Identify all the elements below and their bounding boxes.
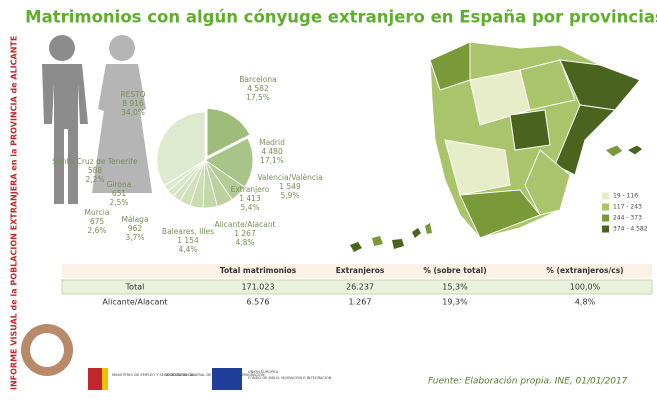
legend-label: 374 - 4.582 bbox=[613, 226, 648, 233]
table-cell: Alicante/Alacant bbox=[102, 298, 167, 307]
slice-label: Murcia bbox=[85, 208, 110, 217]
slice-label: Alicante/Alacant bbox=[214, 220, 275, 229]
slice-count: 8 916 bbox=[122, 99, 144, 108]
table-cell: 171.023 bbox=[241, 283, 274, 292]
slice-count: 1 413 bbox=[239, 194, 261, 203]
slice-label: Barcelona bbox=[239, 75, 276, 84]
slice-label: Extranjero bbox=[231, 185, 270, 194]
legend-swatch bbox=[602, 203, 609, 211]
column-header: Extranjeros bbox=[336, 266, 385, 275]
title: Matrimonios con algún cónyuge extranjero… bbox=[25, 8, 657, 27]
table-cell: 1.267 bbox=[349, 298, 372, 307]
slice-count: 1 549 bbox=[279, 182, 301, 191]
slice-label: Santa Cruz de Tenerife bbox=[53, 157, 138, 166]
slice-percent: 2,5% bbox=[109, 198, 128, 207]
slice-count: 651 bbox=[112, 189, 127, 198]
pie-slice bbox=[206, 108, 251, 158]
slice-percent: 17,5% bbox=[246, 93, 270, 102]
slice-count: 588 bbox=[88, 166, 103, 175]
slice-label: Baleares, Illes bbox=[162, 227, 214, 236]
slice-count: 4 582 bbox=[247, 84, 269, 93]
logo-text: UNIÓN EUROPEA bbox=[248, 369, 279, 374]
slice-count: 1 154 bbox=[177, 236, 199, 245]
legend-label: 117 - 243 bbox=[613, 204, 642, 211]
logo-text: MINISTERIO DE EMPLEO Y SEGURIDAD SOCIAL bbox=[112, 373, 195, 377]
slice-label: RESTO bbox=[120, 90, 145, 99]
slice-label: Girona bbox=[107, 180, 132, 189]
map-legend: 19 - 116 117 - 243 244 - 373 374 - 4.582 bbox=[602, 192, 648, 233]
map bbox=[429, 41, 644, 239]
legend-label: 19 - 116 bbox=[613, 193, 638, 200]
slice-label: Madrid bbox=[259, 138, 285, 147]
slice-percent: 3,7% bbox=[125, 233, 144, 242]
slice-percent: 5,4% bbox=[240, 203, 259, 212]
slice-label: Málaga bbox=[121, 215, 148, 224]
table-cell: 4,8% bbox=[575, 298, 596, 307]
slice-percent: 34,0% bbox=[121, 108, 145, 117]
pie-slice bbox=[156, 111, 206, 187]
legend-swatch bbox=[602, 192, 609, 200]
slice-count: 962 bbox=[128, 224, 143, 233]
slice-count: 675 bbox=[90, 217, 105, 226]
column-header: % (sobre total) bbox=[423, 266, 486, 275]
table-row-bg bbox=[61, 279, 653, 295]
source: Fuente: Elaboración propia. INE, 01/01/2… bbox=[428, 376, 628, 387]
sidebar-text: INFORME VISUAL de la POBLACION EXTRANJER… bbox=[10, 36, 19, 390]
logo-text: FONDO DE ASILO, MIGRACIÓN E INTEGRACIÓN bbox=[248, 375, 332, 380]
table-cell: 6.576 bbox=[247, 298, 270, 307]
legend-swatch bbox=[602, 214, 609, 222]
logos: MINISTERIO DE EMPLEO Y SEGURIDAD SOCIAL … bbox=[21, 324, 332, 390]
table-cell: 15,3% bbox=[442, 283, 468, 292]
legend-swatch bbox=[602, 225, 609, 233]
column-header: % (extranjeros/cs) bbox=[546, 266, 623, 275]
legend-label: 244 - 373 bbox=[613, 215, 642, 222]
slice-percent: 4,4% bbox=[178, 245, 197, 254]
slice-percent: 5,9% bbox=[280, 191, 299, 200]
slice-percent: 4,8% bbox=[235, 238, 254, 247]
canary-islands bbox=[350, 223, 432, 252]
table-header-bg bbox=[62, 264, 652, 278]
table-cell: Total bbox=[125, 283, 145, 292]
slice-count: 4 480 bbox=[261, 147, 283, 156]
table-cell: 26.237 bbox=[346, 283, 374, 292]
slice-percent: 17,1% bbox=[260, 156, 284, 165]
column-header: Total matrimonios bbox=[220, 266, 297, 275]
slice-count: 1 267 bbox=[234, 229, 256, 238]
table-cell: 19,3% bbox=[442, 298, 468, 307]
slice-label: Valencia/València bbox=[257, 173, 322, 182]
table-cell: 100,0% bbox=[570, 283, 601, 292]
slice-percent: 2,2% bbox=[85, 175, 104, 184]
pie-slice bbox=[204, 137, 254, 188]
couple-figures bbox=[42, 35, 152, 204]
slice-percent: 2,6% bbox=[87, 226, 106, 235]
table: Total matrimonios Extranjeros % (sobre tot… bbox=[102, 266, 623, 307]
